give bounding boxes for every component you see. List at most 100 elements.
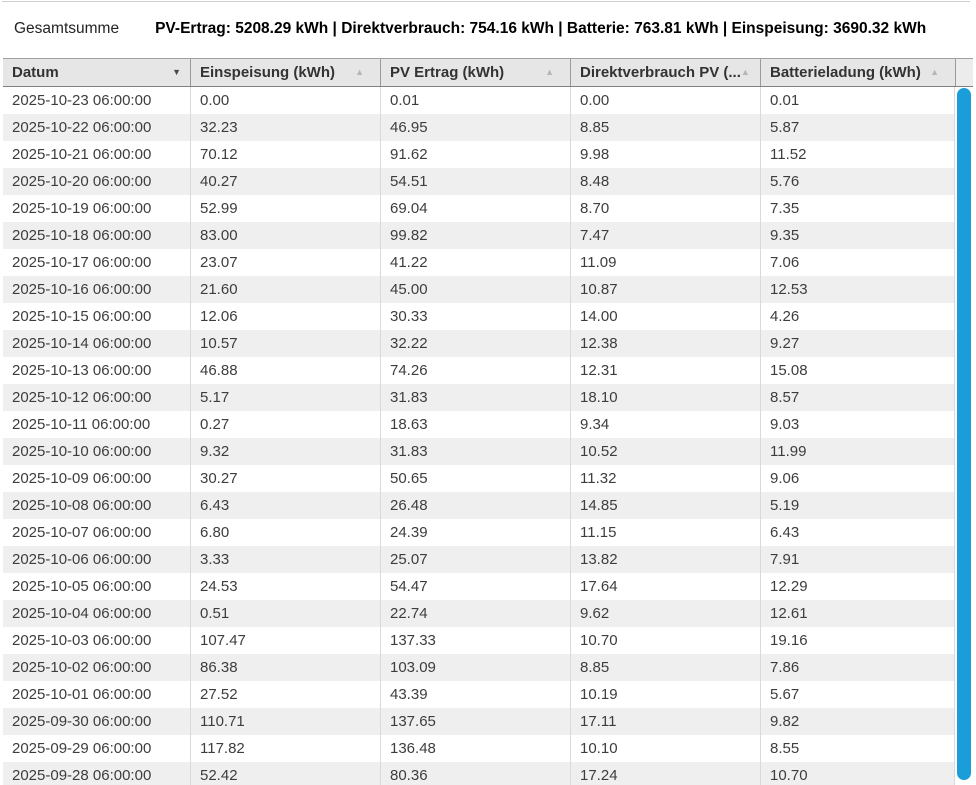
cell-value: 9.03 xyxy=(760,411,955,438)
cell-value: 6.43 xyxy=(760,519,955,546)
cell-value: 7.86 xyxy=(760,654,955,681)
cell-value: 3.33 xyxy=(190,546,380,573)
table-row[interactable]: 2025-10-09 06:00:00 30.27 50.65 11.32 9.06 xyxy=(3,465,955,492)
table-row[interactable]: 2025-10-13 06:00:00 46.88 74.26 12.31 15.08 xyxy=(3,357,955,384)
table-row[interactable]: 2025-10-21 06:00:00 70.12 91.62 9.98 11.52 xyxy=(3,141,955,168)
cell-value: 9.27 xyxy=(760,330,955,357)
cell-datum: 2025-09-28 06:00:00 xyxy=(12,767,152,784)
cell-value: 11.15 xyxy=(570,519,760,546)
table-row[interactable]: 2025-10-05 06:00:00 24.53 54.47 17.64 12.29 xyxy=(3,573,955,600)
cell-value: 9.06 xyxy=(760,465,955,492)
table-row[interactable]: 2025-10-01 06:00:00 27.52 43.39 10.19 5.67 xyxy=(3,681,955,708)
sort-asc-icon[interactable]: ▲ xyxy=(355,67,364,77)
cell-value: 11.52 xyxy=(760,141,955,168)
table-row[interactable]: 2025-10-19 06:00:00 52.99 69.04 8.70 7.35 xyxy=(3,195,955,222)
table-row[interactable]: 2025-09-30 06:00:00 110.71 137.65 17.11 9.82 xyxy=(3,708,955,735)
cell-value: 31.83 xyxy=(380,384,570,411)
table-row[interactable]: 2025-10-23 06:00:00 0.00 0.01 0.00 0.01 xyxy=(3,87,955,114)
cell-value: 46.88 xyxy=(190,357,380,384)
cell-datum: 2025-10-02 06:00:00 xyxy=(12,659,152,676)
table-row[interactable]: 2025-10-11 06:00:00 0.27 18.63 9.34 9.03 xyxy=(3,411,955,438)
cell-datum: 2025-10-12 06:00:00 xyxy=(12,389,152,406)
cell-datum: 2025-10-07 06:00:00 xyxy=(12,524,152,541)
table-row[interactable]: 2025-10-18 06:00:00 83.00 99.82 7.47 9.35 xyxy=(3,222,955,249)
table-row[interactable]: 2025-10-03 06:00:00 107.47 137.33 10.70 19.1… xyxy=(3,627,955,654)
cell-value: 14.00 xyxy=(570,303,760,330)
cell-value: 41.22 xyxy=(380,249,570,276)
summary-totals-text: PV-Ertrag: 5208.29 kWh | Direktverbrauch… xyxy=(155,20,927,37)
cell-datum: 2025-10-22 06:00:00 xyxy=(12,119,152,136)
cell-value: 8.85 xyxy=(570,654,760,681)
cell-value: 80.36 xyxy=(380,762,570,785)
column-header-batterieladung[interactable]: Batterieladung (kWh) ▲ xyxy=(760,59,955,86)
table-row[interactable]: 2025-09-28 06:00:00 52.42 80.36 17.24 10.70 xyxy=(3,762,955,785)
vertical-scrollbar[interactable] xyxy=(957,88,971,780)
cell-value: 5.87 xyxy=(760,114,955,141)
sort-asc-icon[interactable]: ▲ xyxy=(545,67,554,77)
cell-value: 40.27 xyxy=(190,168,380,195)
cell-value: 69.04 xyxy=(380,195,570,222)
cell-value: 7.91 xyxy=(760,546,955,573)
column-header-label: Direktverbrauch PV (... xyxy=(580,64,741,81)
table-row[interactable]: 2025-10-16 06:00:00 21.60 45.00 10.87 12.53 xyxy=(3,276,955,303)
cell-value: 5.76 xyxy=(760,168,955,195)
column-header-pv-ertrag[interactable]: PV Ertrag (kWh) ▲ xyxy=(380,59,570,86)
cell-value: 7.47 xyxy=(570,222,760,249)
cell-datum: 2025-10-14 06:00:00 xyxy=(12,335,152,352)
column-header-datum[interactable]: Datum ▼ xyxy=(3,59,190,86)
cell-value: 45.00 xyxy=(380,276,570,303)
table-row[interactable]: 2025-10-04 06:00:00 0.51 22.74 9.62 12.61 xyxy=(3,600,955,627)
sort-asc-icon[interactable]: ▲ xyxy=(930,67,939,77)
cell-value: 8.55 xyxy=(760,735,955,762)
table-row[interactable]: 2025-10-02 06:00:00 86.38 103.09 8.85 7.86 xyxy=(3,654,955,681)
column-header-direktverbrauch[interactable]: Direktverbrauch PV (... ▲ xyxy=(570,59,760,86)
cell-value: 22.74 xyxy=(380,600,570,627)
cell-value: 9.82 xyxy=(760,708,955,735)
cell-value: 8.85 xyxy=(570,114,760,141)
sort-asc-icon[interactable]: ▲ xyxy=(740,67,750,77)
table-row[interactable]: 2025-10-12 06:00:00 5.17 31.83 18.10 8.57 xyxy=(3,384,955,411)
cell-datum: 2025-10-20 06:00:00 xyxy=(12,173,152,190)
cell-datum: 2025-10-10 06:00:00 xyxy=(12,443,152,460)
table-row[interactable]: 2025-10-07 06:00:00 6.80 24.39 11.15 6.43 xyxy=(3,519,955,546)
cell-value: 27.52 xyxy=(190,681,380,708)
cell-value: 14.85 xyxy=(570,492,760,519)
cell-datum: 2025-10-06 06:00:00 xyxy=(12,551,152,568)
table-row[interactable]: 2025-10-20 06:00:00 40.27 54.51 8.48 5.76 xyxy=(3,168,955,195)
table-row[interactable]: 2025-10-08 06:00:00 6.43 26.48 14.85 5.19 xyxy=(3,492,955,519)
cell-datum: 2025-10-05 06:00:00 xyxy=(12,578,152,595)
table-row[interactable]: 2025-10-22 06:00:00 32.23 46.95 8.85 5.87 xyxy=(3,114,955,141)
cell-value: 137.65 xyxy=(380,708,570,735)
table-row[interactable]: 2025-10-17 06:00:00 23.07 41.22 11.09 7.06 xyxy=(3,249,955,276)
cell-value: 24.39 xyxy=(380,519,570,546)
table-row[interactable]: 2025-10-10 06:00:00 9.32 31.83 10.52 11.99 xyxy=(3,438,955,465)
cell-value: 31.83 xyxy=(380,438,570,465)
cell-value: 0.27 xyxy=(190,411,380,438)
cell-value: 11.09 xyxy=(570,249,760,276)
cell-value: 11.32 xyxy=(570,465,760,492)
cell-value: 4.26 xyxy=(760,303,955,330)
cell-value: 17.24 xyxy=(570,762,760,785)
column-header-einspeisung[interactable]: Einspeisung (kWh) ▲ xyxy=(190,59,380,86)
cell-value: 0.01 xyxy=(760,87,955,114)
cell-value: 10.57 xyxy=(190,330,380,357)
cell-value: 24.53 xyxy=(190,573,380,600)
cell-datum: 2025-10-16 06:00:00 xyxy=(12,281,152,298)
cell-value: 54.47 xyxy=(380,573,570,600)
cell-value: 110.71 xyxy=(190,708,380,735)
cell-datum: 2025-10-23 06:00:00 xyxy=(12,92,152,109)
cell-value: 25.07 xyxy=(380,546,570,573)
table-row[interactable]: 2025-09-29 06:00:00 117.82 136.48 10.10 8.55 xyxy=(3,735,955,762)
cell-value: 50.65 xyxy=(380,465,570,492)
column-header-label: Batterieladung (kWh) xyxy=(770,64,921,81)
table-row[interactable]: 2025-10-14 06:00:00 10.57 32.22 12.38 9.27 xyxy=(3,330,955,357)
cell-value: 8.57 xyxy=(760,384,955,411)
cell-datum: 2025-09-29 06:00:00 xyxy=(12,740,152,757)
sort-desc-icon[interactable]: ▼ xyxy=(172,67,181,77)
table-row[interactable]: 2025-10-15 06:00:00 12.06 30.33 14.00 4.26 xyxy=(3,303,955,330)
cell-value: 18.10 xyxy=(570,384,760,411)
summary-label: Gesamtsumme xyxy=(14,20,120,37)
cell-value: 43.39 xyxy=(380,681,570,708)
cell-value: 11.99 xyxy=(760,438,955,465)
table-row[interactable]: 2025-10-06 06:00:00 3.33 25.07 13.82 7.91 xyxy=(3,546,955,573)
